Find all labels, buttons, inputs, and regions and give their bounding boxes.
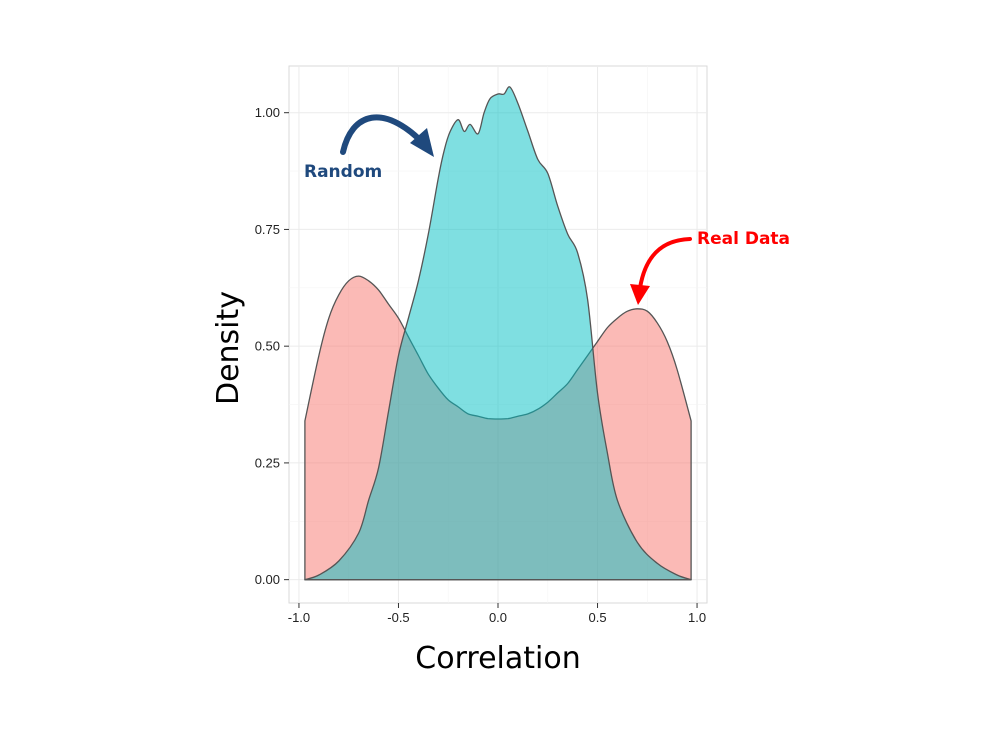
x-tick-label: 1.0: [688, 610, 706, 625]
random-arrowhead: [410, 128, 434, 157]
y-tick-label: 1.00: [255, 105, 280, 120]
real-data-arrowhead: [630, 284, 650, 305]
y-axis-title: Density: [211, 291, 246, 405]
random-density-area: [304, 86, 692, 581]
density-areas: [304, 86, 692, 581]
x-tick-label: 0.5: [588, 610, 606, 625]
y-tick-label: 0.00: [255, 572, 280, 587]
y-tick-label: 0.50: [255, 339, 280, 354]
x-tick-label: -0.5: [387, 610, 409, 625]
random-arrow: [340, 114, 425, 155]
y-tick-label: 0.75: [255, 222, 280, 237]
y-tick-label: 0.25: [255, 455, 280, 470]
real-data-label: Real Data: [697, 229, 790, 249]
x-axis-title: Correlation: [415, 641, 580, 676]
x-tick-label: 0.0: [489, 610, 507, 625]
y-axis-ticks: 0.00 0.25 0.50 0.75 1.00: [255, 105, 289, 587]
random-label: Random: [304, 162, 382, 182]
real-data-arrow: [638, 237, 692, 290]
x-tick-label: -1.0: [288, 610, 310, 625]
x-axis-ticks: -1.0 -0.5 0.0 0.5 1.0: [288, 603, 706, 625]
